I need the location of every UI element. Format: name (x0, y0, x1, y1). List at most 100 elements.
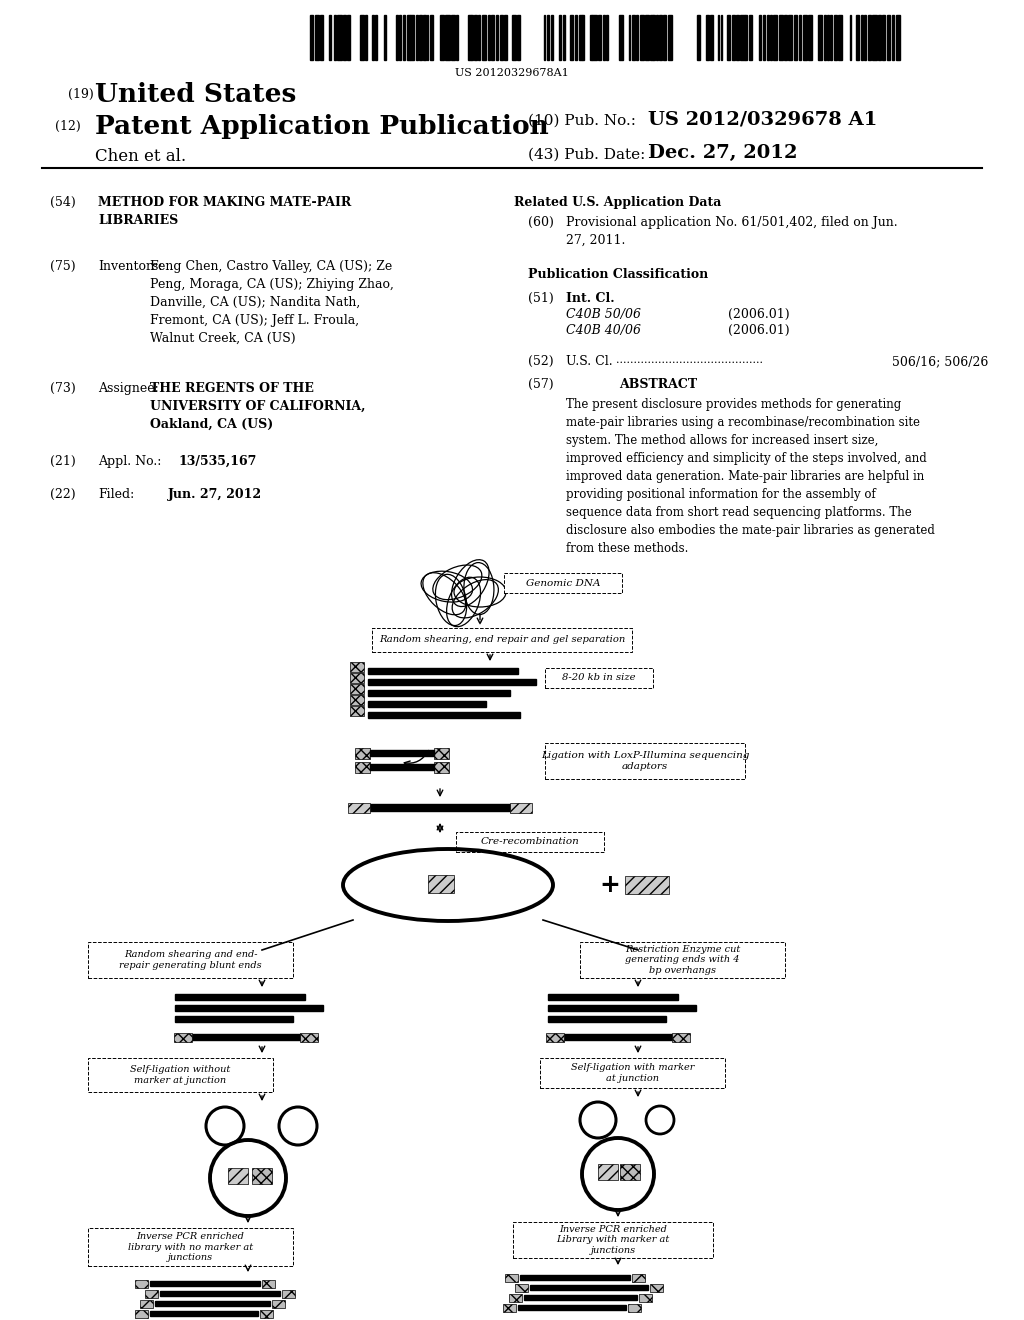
FancyBboxPatch shape (515, 1284, 528, 1292)
Bar (650, 15, 652, 59)
Bar (395, 15, 397, 59)
Bar (606, 15, 608, 59)
Bar (839, 15, 843, 59)
Bar (175, 994, 305, 1001)
Text: (2006.01): (2006.01) (728, 323, 790, 337)
Text: (12): (12) (55, 120, 81, 133)
FancyBboxPatch shape (88, 1228, 293, 1266)
Bar (368, 678, 536, 685)
Bar (860, 15, 863, 59)
Text: C40B 40/06: C40B 40/06 (566, 323, 641, 337)
Bar (574, 15, 578, 59)
Text: Ligation with LoxP-Illumina sequencing
adaptors: Ligation with LoxP-Illumina sequencing a… (541, 751, 750, 771)
Bar (451, 15, 455, 59)
Bar (745, 15, 748, 59)
Text: (60): (60) (528, 216, 554, 228)
Bar (629, 15, 631, 59)
FancyBboxPatch shape (88, 1059, 273, 1092)
Bar (800, 15, 802, 59)
Bar (593, 15, 597, 59)
Bar (794, 15, 798, 59)
FancyBboxPatch shape (545, 743, 745, 779)
Bar (155, 1302, 270, 1305)
Text: ABSTRACT: ABSTRACT (618, 378, 697, 391)
Text: Publication Classification: Publication Classification (528, 268, 709, 281)
Bar (384, 15, 386, 59)
Bar (478, 15, 479, 59)
Bar (868, 15, 870, 59)
FancyBboxPatch shape (350, 684, 364, 694)
Bar (175, 1005, 323, 1011)
Bar (530, 1284, 648, 1290)
Text: (2006.01): (2006.01) (728, 308, 790, 321)
Bar (471, 15, 473, 59)
Bar (564, 1034, 672, 1040)
Bar (370, 750, 434, 756)
Bar (520, 1275, 630, 1280)
Bar (598, 15, 601, 59)
Text: (19): (19) (68, 88, 94, 102)
Bar (809, 15, 812, 59)
FancyBboxPatch shape (272, 1300, 285, 1308)
FancyBboxPatch shape (456, 832, 604, 851)
Bar (372, 15, 374, 59)
Bar (193, 1034, 300, 1040)
Bar (632, 15, 635, 59)
FancyBboxPatch shape (350, 663, 364, 672)
FancyBboxPatch shape (628, 1304, 641, 1312)
Text: (22): (22) (50, 488, 76, 502)
FancyBboxPatch shape (545, 668, 653, 688)
Text: 506/16; 506/26: 506/16; 506/26 (892, 355, 988, 368)
Bar (827, 15, 828, 59)
Bar (750, 15, 752, 59)
Bar (727, 15, 730, 59)
Text: +: + (600, 873, 621, 898)
Text: (57): (57) (528, 378, 554, 391)
Bar (402, 15, 406, 59)
FancyBboxPatch shape (140, 1300, 153, 1308)
FancyBboxPatch shape (372, 628, 632, 652)
FancyBboxPatch shape (350, 706, 364, 715)
FancyBboxPatch shape (282, 1290, 295, 1298)
Text: Genomic DNA: Genomic DNA (525, 578, 600, 587)
Bar (365, 15, 367, 59)
Text: Feng Chen, Castro Valley, CA (US); Ze
Peng, Moraga, CA (US); Zhiying Zhao,
Danvi: Feng Chen, Castro Valley, CA (US); Ze Pe… (150, 260, 394, 345)
Bar (416, 15, 418, 59)
FancyBboxPatch shape (252, 1168, 272, 1184)
FancyBboxPatch shape (174, 1034, 193, 1041)
FancyBboxPatch shape (625, 876, 669, 894)
Bar (338, 15, 342, 59)
Bar (375, 15, 378, 59)
Bar (512, 15, 516, 59)
Bar (878, 15, 881, 59)
FancyBboxPatch shape (350, 696, 364, 705)
Bar (559, 15, 561, 59)
Bar (645, 15, 648, 59)
FancyBboxPatch shape (260, 1309, 273, 1317)
Bar (706, 15, 709, 59)
FancyBboxPatch shape (434, 748, 449, 759)
Bar (368, 701, 486, 708)
Text: (52): (52) (528, 355, 554, 368)
Bar (887, 15, 890, 59)
Bar (399, 15, 401, 59)
Bar (335, 15, 336, 59)
Bar (524, 1295, 637, 1300)
Bar (310, 15, 312, 59)
Bar (440, 15, 444, 59)
Bar (368, 711, 520, 718)
Text: 13/535,167: 13/535,167 (178, 455, 256, 469)
Text: Self-ligation without
marker at junction: Self-ligation without marker at junction (130, 1065, 230, 1085)
FancyBboxPatch shape (88, 942, 293, 978)
Bar (319, 15, 324, 59)
Text: C40B 50/06: C40B 50/06 (566, 308, 641, 321)
Bar (314, 15, 318, 59)
Bar (570, 15, 573, 59)
Bar (551, 15, 553, 59)
Text: Restriction Enzyme cut
generating ends with 4
bp overhangs: Restriction Enzyme cut generating ends w… (625, 945, 740, 975)
Text: (75): (75) (50, 260, 76, 273)
FancyBboxPatch shape (546, 1034, 564, 1041)
Bar (711, 15, 714, 59)
Bar (360, 15, 364, 59)
Text: US 2012/0329678 A1: US 2012/0329678 A1 (648, 110, 878, 128)
